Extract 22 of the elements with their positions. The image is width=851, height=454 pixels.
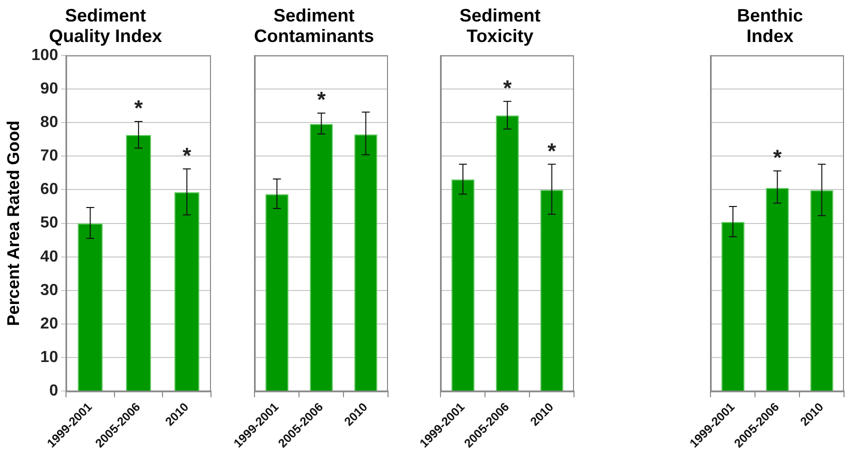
y-tick-label: 60 [40,181,58,198]
annotation: * [317,87,326,112]
y-tick-label: 70 [40,148,58,165]
annotation: * [503,75,512,100]
y-tick-label: 90 [40,80,58,98]
y-tick-label: 80 [40,114,58,131]
y-tick-label: 40 [40,248,58,266]
y-tick-label: 10 [40,349,58,366]
y-axis-title: Percent Area Rated Good [4,120,23,326]
annotation: * [773,144,782,170]
y-tick-label: 30 [40,282,58,299]
y-tick-label: 100 [31,46,58,64]
annotation: * [134,96,144,121]
annotation: * [548,138,556,164]
chart-title: Benthic Index [736,5,804,46]
chart-title: Sediment Toxicity [459,5,541,46]
y-tick-label: 50 [40,214,58,232]
y-tick-label: 20 [40,315,58,332]
y-tick-label: 0 [49,382,58,400]
chart-title: Sediment Quality Index [48,5,162,46]
chart-title: Sediment Contaminants [254,5,374,46]
annotation: * [182,142,192,168]
